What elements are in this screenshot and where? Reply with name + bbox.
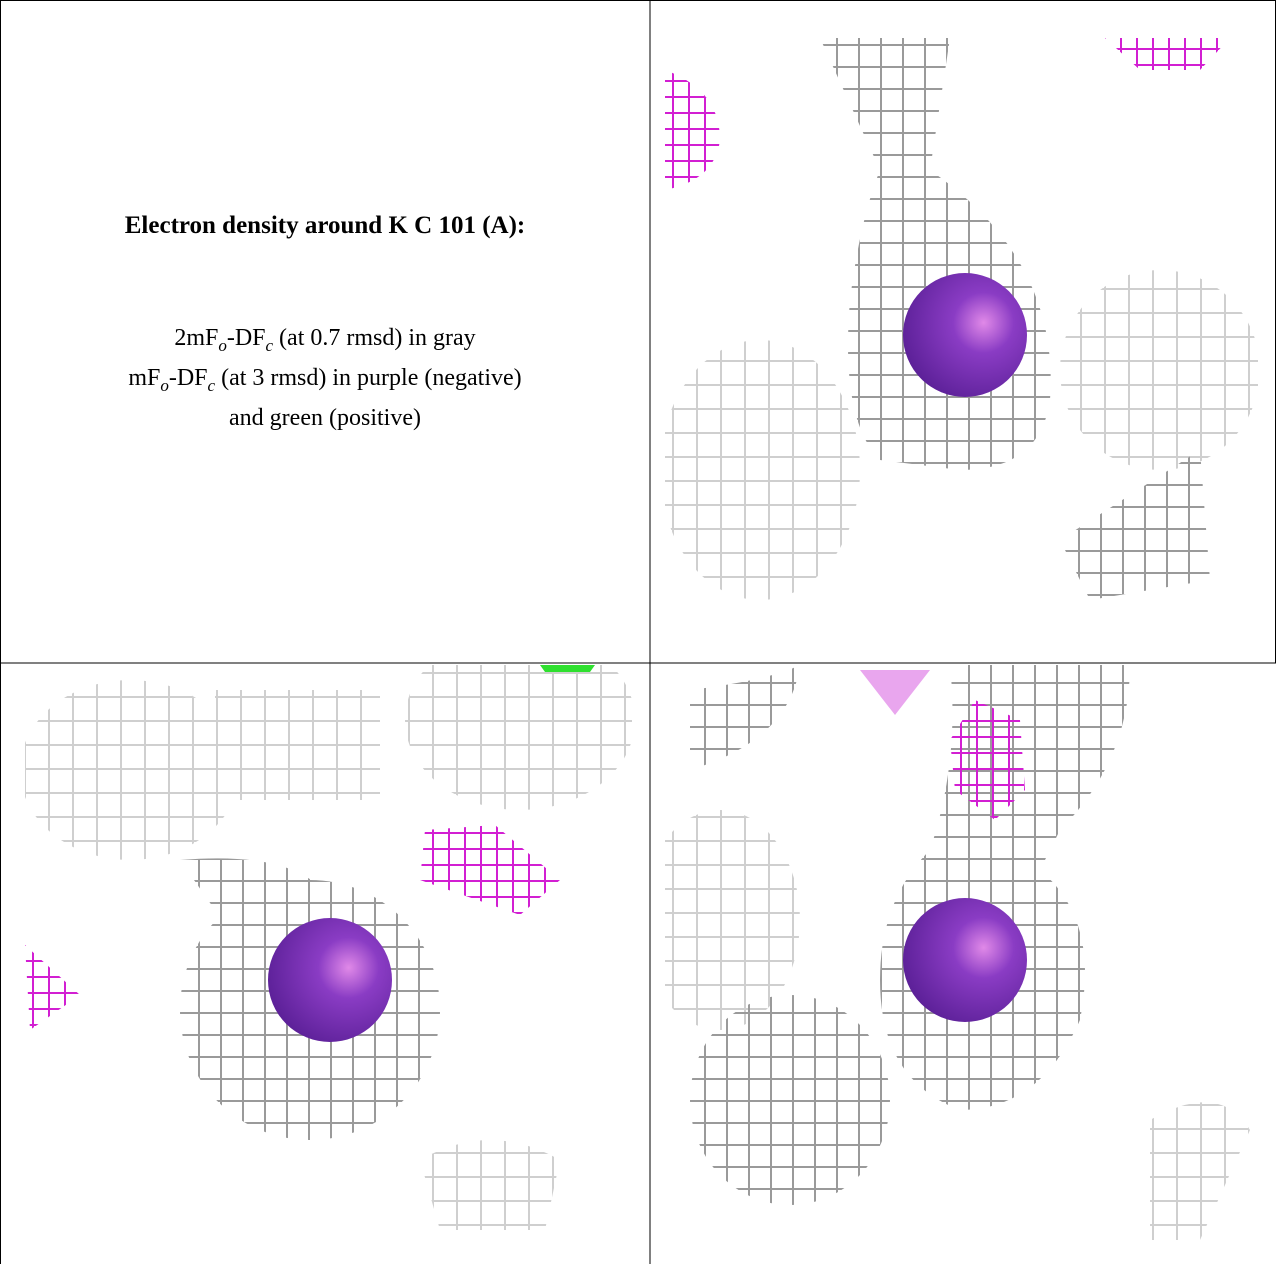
text-run: mF: [128, 364, 161, 391]
density-image-bottom-left: [25, 665, 632, 1230]
cell-title: Electron density around K C 101 (A):: [124, 212, 526, 239]
legend-line: 2mFo-DFc (at 0.7 rmsd) in gray: [0, 322, 650, 362]
legend-line: mFo-DFc (at 3 rmsd) in purple (negative): [0, 362, 650, 402]
text-run: and green (positive): [229, 404, 421, 431]
text-run: (at 3 rmsd) in purple (negative): [215, 364, 522, 391]
text-run: -DF: [168, 364, 208, 391]
subscript: o: [160, 375, 169, 395]
density-image-bottom-right: [665, 665, 1250, 1240]
text-cell: Electron density around K C 101 (A): 2mF…: [0, 0, 650, 663]
subscript: o: [218, 335, 227, 355]
legend-line: and green (positive): [0, 402, 650, 435]
subscript: c: [265, 335, 274, 355]
text-run: (at 0.7 rmsd) in gray: [273, 325, 476, 351]
legend-text: 2mFo-DFc (at 0.7 rmsd) in gray mFo-DFc (…: [0, 322, 650, 435]
text-run: -DF: [226, 325, 266, 351]
density-image-top-right: [665, 38, 1258, 600]
subscript: c: [207, 375, 216, 395]
text-run: 2mF: [174, 325, 219, 351]
